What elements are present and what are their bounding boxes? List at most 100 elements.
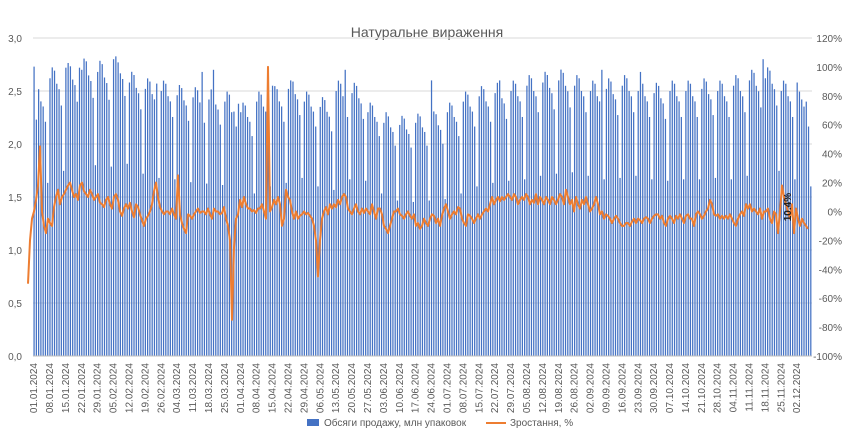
bar [99,60,101,356]
bar [462,101,464,356]
bar [710,99,712,357]
bar [635,175,637,356]
x-tick-label: 06.05.2024 [315,363,326,413]
bar [792,116,794,356]
bar [194,87,196,356]
bar [569,107,571,356]
bar [660,98,662,357]
bar [546,75,548,356]
bar [335,91,337,356]
bar [267,69,269,357]
bar [646,101,648,356]
bar [392,131,394,356]
left-tick-label: 3,0 [8,34,22,45]
bar [696,116,698,356]
bar [219,124,221,356]
bar [371,105,374,356]
legend-swatch-bars [307,419,319,426]
x-tick-label: 25.03.2024 [220,363,231,413]
bar [558,80,560,357]
bar [81,69,83,357]
bar [217,109,219,356]
bar [35,119,37,357]
bar [242,102,244,356]
x-tick-label: 08.04.2024 [252,363,263,413]
bar [233,111,235,356]
bar [478,96,480,357]
bar [90,81,92,357]
x-tick-label: 27.05.2024 [363,363,374,413]
x-tick-label: 05.02.2024 [109,363,120,413]
bar [426,145,428,356]
bar [328,116,330,356]
x-tick-label: 09.09.2024 [602,363,613,413]
bar [701,88,703,356]
bar [501,98,503,357]
bar [748,80,751,357]
bar [360,103,362,357]
bar [653,93,655,357]
bar [807,126,810,356]
bar [455,121,458,356]
left-tick-label: 0,0 [8,352,22,363]
x-tick-label: 10.06.2024 [395,363,406,413]
bar [396,200,399,356]
bar [685,91,687,356]
x-tick-label: 26.08.2024 [570,363,581,413]
bar [169,101,171,356]
bar [583,96,585,357]
bar [178,85,181,356]
bar [265,111,267,356]
bar [62,170,65,356]
bar [296,99,299,357]
bar [789,101,791,356]
bar [494,93,496,357]
bar [251,136,253,356]
bar [249,121,251,356]
bar [542,82,544,357]
bar [589,91,592,356]
bar [385,112,387,356]
bar [340,83,342,356]
bar [258,91,260,357]
bar [269,186,271,356]
bar [782,80,785,357]
bar [446,112,449,356]
bar [467,94,469,357]
bar [351,93,353,357]
bar [303,101,305,356]
bar [810,186,812,356]
x-tick-label: 29.07.2024 [506,363,517,413]
bar [235,126,237,356]
x-tick-label: 18.03.2024 [204,363,215,413]
bar [449,102,451,356]
bar [278,101,280,356]
bar [526,85,528,356]
bar [730,179,732,356]
bar [151,94,153,357]
bar [271,85,274,356]
x-tick-label: 20.05.2024 [347,363,358,413]
x-tick-label: 05.08.2024 [522,363,533,413]
bar [415,122,417,356]
bar [614,99,617,357]
bar [680,116,682,356]
bar [539,175,542,356]
bar [803,106,805,356]
bar [705,81,707,357]
bar [399,124,401,356]
bar [294,94,296,357]
bar [742,96,744,357]
bar [562,72,564,356]
x-tick-label: 22.01.2024 [77,363,88,413]
chart-title: Натуральне вираження [351,24,503,40]
bar [94,165,97,356]
bar [728,116,730,356]
bar [555,173,558,356]
bar [735,75,737,356]
bar [208,99,210,356]
bar [349,179,351,356]
bar [576,75,578,356]
x-tick-label: 26.02.2024 [156,363,167,413]
bar [567,91,569,357]
